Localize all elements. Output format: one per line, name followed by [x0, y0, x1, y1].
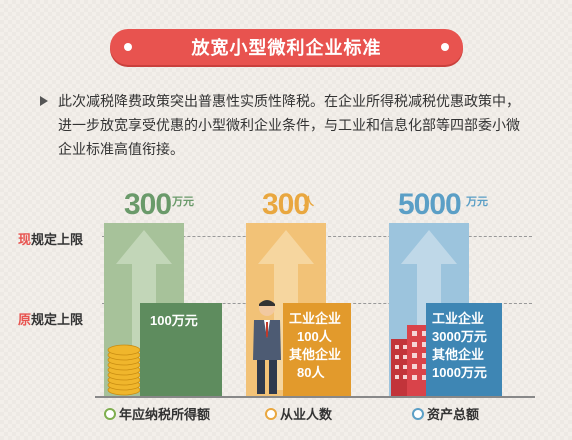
new-limit-text: 规定上限 — [31, 232, 84, 247]
column-employees-old-line: 工业企业 — [289, 311, 342, 326]
old-limit-mark: 原 — [18, 312, 32, 327]
column-income-old-line: 100万元 — [150, 313, 198, 328]
footer-assets: 资产总额 — [412, 404, 479, 423]
old-limit-label: 原规定上限 — [18, 309, 83, 328]
footer-assets-label: 资产总额 — [427, 407, 480, 422]
column-assets-unit: 万元 — [466, 196, 488, 208]
intro-text: 此次减税降费政策突出普惠性实质性降税。在企业所得税减税优惠政策中，进一步放宽享受… — [58, 93, 520, 157]
column-assets-old-line: 工业企业 — [432, 311, 485, 326]
column-assets-old-line: 其他企业 — [432, 347, 485, 362]
circle-bullet-icon — [412, 407, 424, 420]
column-employees-old-line: 100人 — [297, 329, 332, 344]
column-assets-old-line: 1000万元 — [432, 365, 487, 380]
column-income-value: 300 — [124, 188, 172, 221]
footer-income-label: 年应纳税所得额 — [119, 407, 211, 422]
title-banner: 放宽小型微利企业标准 — [110, 29, 463, 65]
column-employees-unit: 人 — [303, 196, 314, 208]
column-assets-old-line: 3000万元 — [432, 329, 487, 344]
column-employees-old-line: 其他企业 — [289, 347, 342, 362]
banner-dot-left — [124, 43, 132, 51]
column-income-old-box: 100万元 — [140, 303, 222, 396]
footer-employees-label: 从业人数 — [280, 407, 333, 422]
new-limit-label: 现规定上限 — [18, 229, 83, 248]
person-icon — [253, 300, 281, 394]
column-assets-value: 5000 — [398, 188, 462, 221]
new-limit-mark: 现 — [18, 232, 32, 247]
column-employees-value: 300 — [262, 188, 310, 221]
banner-title: 放宽小型微利企业标准 — [191, 38, 382, 58]
column-income-unit: 万元 — [172, 196, 194, 208]
coins-icon — [107, 344, 141, 396]
intro-paragraph: 此次减税降费政策突出普惠性实质性降税。在企业所得税减税优惠政策中，进一步放宽享受… — [40, 89, 530, 161]
column-assets-old-box: 工业企业 3000万元 其他企业 1000万元 — [426, 303, 502, 396]
footer-employees: 从业人数 — [265, 404, 332, 423]
old-limit-text: 规定上限 — [31, 312, 84, 327]
footer-income: 年应纳税所得额 — [104, 404, 210, 423]
column-employees-old-box: 工业企业 100人 其他企业 80人 — [283, 303, 351, 396]
column-employees-old-line: 80人 — [297, 365, 325, 380]
circle-bullet-icon — [104, 407, 116, 420]
triangle-bullet-icon — [40, 96, 48, 106]
circle-bullet-icon — [265, 407, 277, 420]
baseline — [95, 396, 535, 398]
banner-dot-right — [441, 43, 449, 51]
